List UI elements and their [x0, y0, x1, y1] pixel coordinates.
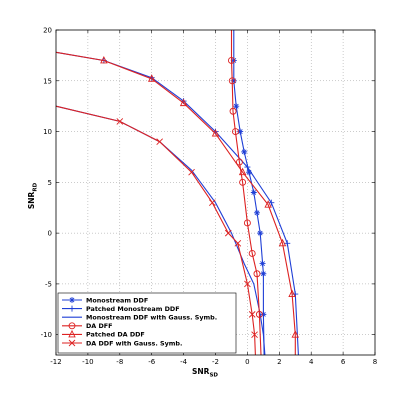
- y-tick-label: 5: [48, 179, 52, 187]
- y-tick-label: 20: [43, 27, 52, 35]
- series-line: [55, 51, 296, 355]
- data-point: [253, 209, 260, 216]
- data-point: [248, 249, 256, 257]
- data-point: [255, 310, 263, 318]
- data-point: [229, 107, 237, 115]
- legend-marker: [69, 297, 75, 303]
- x-tick-label: 8: [373, 358, 377, 366]
- legend-item: Monostream DDF: [62, 296, 148, 304]
- x-axis-label-main: SNR: [192, 367, 210, 376]
- data-point: [260, 311, 267, 318]
- data-point: [244, 164, 251, 171]
- legend-item: Monostream DDF with Gauss. Symb.: [62, 314, 217, 322]
- data-point: [231, 128, 239, 136]
- data-point: [227, 57, 235, 64]
- series-layer: [55, 30, 299, 356]
- series-5: [55, 105, 258, 356]
- data-point: [284, 240, 291, 247]
- series-0: [230, 30, 267, 356]
- data-point: [179, 98, 188, 107]
- data-point: [147, 74, 156, 82]
- x-tick-label: 4: [309, 358, 314, 366]
- x-axis-label: SNRSD: [192, 367, 218, 379]
- data-point: [253, 270, 261, 278]
- data-point: [208, 199, 216, 206]
- legend-item: DA DDF with Gauss. Symb.: [62, 339, 182, 347]
- y-tick-label: -10: [41, 331, 52, 339]
- y-axis-label-main: SNR: [27, 191, 36, 209]
- x-tick-label: 2: [277, 358, 281, 366]
- y-tick-label: 10: [43, 128, 52, 136]
- x-axis-label-sub: SD: [209, 373, 218, 379]
- legend-label: DA DFF: [86, 322, 113, 330]
- y-tick-label: -5: [45, 280, 52, 288]
- data-point: [243, 219, 251, 227]
- data-point: [288, 289, 296, 298]
- data-point: [237, 128, 244, 135]
- legend-box: [57, 292, 237, 354]
- series-line: [233, 30, 265, 356]
- data-point: [239, 178, 247, 186]
- data-point: [230, 77, 237, 84]
- legend-item: Patched DA DDF: [62, 329, 145, 339]
- legend-marker: [69, 305, 75, 312]
- data-point: [116, 118, 124, 125]
- legend-label: Patched Monostream DDF: [86, 305, 180, 313]
- legend-marker: [68, 329, 76, 338]
- data-point: [245, 169, 252, 176]
- x-tick-label: -8: [116, 358, 123, 366]
- axis-ticks: -12 -10 -8 -6 -4 -2 0 2 4 6 8 -10 -5 0 5 10 15 20: [41, 27, 378, 367]
- data-point: [264, 200, 272, 208]
- data-point: [241, 148, 248, 155]
- legend-label: Monostream DDF with Gauss. Symb.: [86, 314, 217, 322]
- x-tick-label: -10: [82, 358, 93, 366]
- data-point: [230, 57, 237, 64]
- data-point: [234, 239, 242, 247]
- x-tick-label: -4: [180, 358, 188, 366]
- data-point: [100, 55, 108, 64]
- x-tick-label: -2: [212, 358, 219, 366]
- x-tick-label: -12: [50, 358, 61, 366]
- x-tick-label: 0: [245, 358, 249, 366]
- data-point: [238, 167, 247, 176]
- data-point: [244, 280, 251, 288]
- legend-item: Patched Monostream DDF: [62, 305, 180, 313]
- data-point: [188, 168, 195, 176]
- data-point: [278, 238, 287, 247]
- data-point: [259, 260, 266, 267]
- y-tick-label: 15: [43, 77, 52, 85]
- data-point: [250, 189, 257, 196]
- y-tick-label: 0: [48, 230, 52, 238]
- data-point: [233, 103, 240, 110]
- data-point: [156, 138, 163, 146]
- y-axis-label-sub: RD: [33, 182, 39, 191]
- series-4: [55, 51, 299, 355]
- data-point: [260, 270, 267, 277]
- data-point: [251, 331, 258, 339]
- data-point: [248, 311, 256, 318]
- legend-label: Patched DA DDF: [86, 331, 145, 339]
- legend-marker: [68, 322, 76, 330]
- x-tick-label: -6: [148, 358, 156, 366]
- legend-label: Monostream DDF: [86, 296, 148, 304]
- y-axis-label: SNRRD: [27, 182, 39, 209]
- legend-item: DA DFF: [62, 322, 113, 330]
- legend-label: DA DDF with Gauss. Symb.: [86, 339, 182, 347]
- data-point: [224, 229, 232, 237]
- data-point: [211, 129, 220, 137]
- data-point: [228, 77, 236, 85]
- data-point: [291, 330, 299, 338]
- x-tick-label: 6: [341, 358, 346, 366]
- data-point: [257, 230, 264, 237]
- legend-marker: [68, 339, 76, 347]
- data-point: [235, 158, 243, 166]
